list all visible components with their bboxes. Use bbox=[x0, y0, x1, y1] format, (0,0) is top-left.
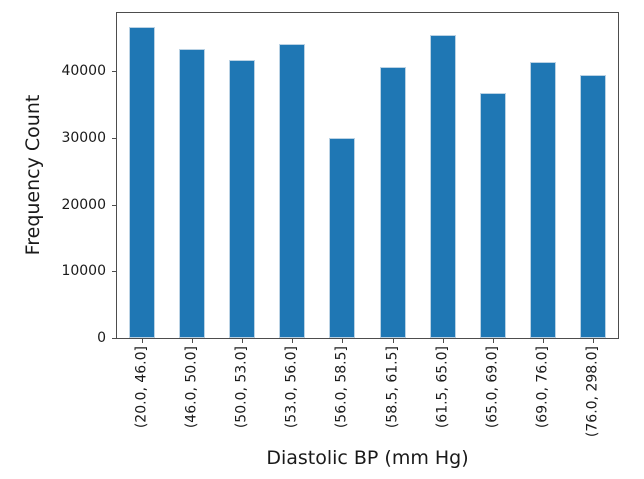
x-tick-label-8: (69.0, 76.0] bbox=[534, 346, 551, 429]
x-tick-label-5: (58.5, 61.5] bbox=[384, 346, 401, 429]
bar-7 bbox=[479, 93, 506, 338]
x-tick-label-4: (56.0, 58.5] bbox=[333, 346, 350, 429]
y-tick-label-4: 40000 bbox=[61, 63, 106, 80]
x-axis-label: Diastolic BP (mm Hg) bbox=[266, 447, 469, 469]
x-tick-label-6: (61.5, 65.0] bbox=[434, 346, 451, 429]
x-tick-mark-5 bbox=[393, 339, 394, 343]
x-tick-mark-7 bbox=[493, 339, 494, 343]
x-tick-mark-3 bbox=[292, 339, 293, 343]
bar-5 bbox=[379, 67, 406, 338]
bar-6 bbox=[429, 35, 456, 338]
x-tick-label-7: (65.0, 69.0] bbox=[484, 346, 501, 429]
bar-0 bbox=[129, 27, 156, 338]
x-tick-label-9: (76.0, 298.0] bbox=[584, 346, 601, 438]
bar-1 bbox=[179, 49, 206, 338]
y-tick-mark-3 bbox=[112, 138, 116, 139]
bar-3 bbox=[279, 44, 306, 338]
x-tick-mark-0 bbox=[142, 339, 143, 343]
x-tick-mark-2 bbox=[242, 339, 243, 343]
y-tick-label-2: 20000 bbox=[61, 196, 106, 213]
bar-9 bbox=[579, 75, 606, 338]
x-tick-label-1: (46.0, 50.0] bbox=[183, 346, 200, 429]
bar-8 bbox=[529, 62, 556, 338]
bar-2 bbox=[229, 60, 256, 338]
y-tick-mark-0 bbox=[112, 338, 116, 339]
bar-4 bbox=[329, 138, 356, 338]
x-tick-label-3: (53.0, 56.0] bbox=[283, 346, 300, 429]
y-tick-mark-4 bbox=[112, 71, 116, 72]
x-tick-mark-8 bbox=[543, 339, 544, 343]
x-tick-mark-1 bbox=[192, 339, 193, 343]
y-tick-mark-2 bbox=[112, 205, 116, 206]
y-axis-label: Frequency Count bbox=[22, 94, 44, 256]
x-tick-mark-9 bbox=[593, 339, 594, 343]
x-tick-label-2: (50.0, 53.0] bbox=[233, 346, 250, 429]
y-tick-mark-1 bbox=[112, 271, 116, 272]
y-tick-label-0: 0 bbox=[97, 330, 106, 346]
y-tick-label-3: 30000 bbox=[61, 129, 106, 146]
y-tick-label-1: 10000 bbox=[61, 263, 106, 280]
x-tick-label-0: (20.0, 46.0] bbox=[133, 346, 150, 429]
x-tick-mark-6 bbox=[443, 339, 444, 343]
x-tick-mark-4 bbox=[342, 339, 343, 343]
